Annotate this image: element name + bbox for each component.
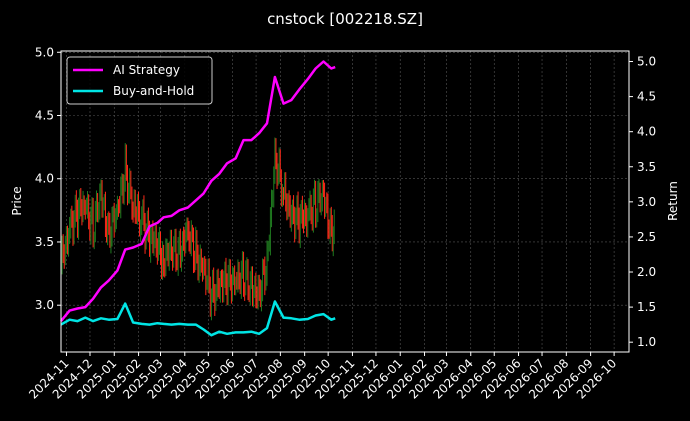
y2-tick-label: 1.0 (637, 335, 656, 349)
return-lines (60, 60, 336, 337)
legend-label-buy-and-hold: Buy-and-Hold (113, 84, 194, 98)
y-tick-label: 5.0 (35, 45, 54, 59)
y2-tick-label: 2.0 (637, 265, 656, 279)
series-line-buy-and-hold (60, 300, 336, 337)
y2-tick-label: 2.5 (637, 230, 656, 244)
y2-tick-label: 1.5 (637, 300, 656, 314)
y2-tick-label: 4.5 (637, 90, 656, 104)
y2-tick-label: 4.0 (637, 125, 656, 139)
y-tick-label: 4.0 (35, 172, 54, 186)
y-axis-title: Price (10, 186, 24, 215)
legend: AI Strategy Buy-and-Hold (66, 56, 213, 105)
series-line-ai-strategy (60, 60, 336, 322)
y2-tick-label: 3.0 (637, 195, 656, 209)
y-tick-label: 3.5 (35, 235, 54, 249)
y2-tick-label: 3.5 (637, 160, 656, 174)
y2-axis-title: Return (666, 181, 680, 221)
price-candles (60, 137, 335, 321)
y-tick-label: 3.0 (35, 298, 54, 312)
legend-label-ai-strategy: AI Strategy (113, 63, 180, 77)
y-tick-label: 4.5 (35, 109, 54, 123)
legend-box (66, 56, 213, 105)
chart-title: cnstock [002218.SZ] (267, 10, 423, 28)
grid (61, 51, 629, 352)
y2-tick-label: 5.0 (637, 55, 656, 69)
